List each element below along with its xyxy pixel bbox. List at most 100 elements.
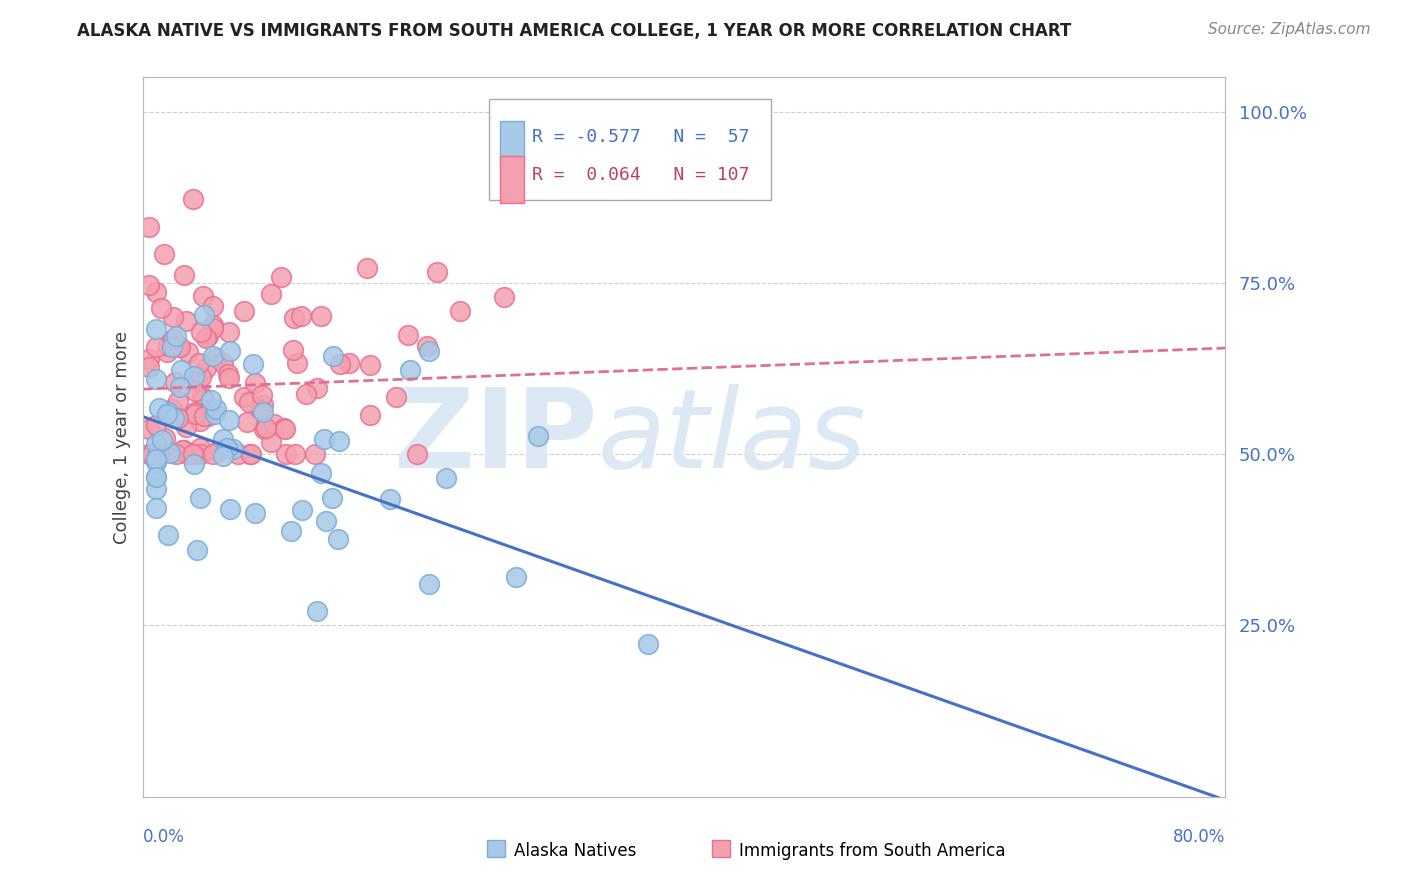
Point	[253, 421, 276, 435]
Point	[321, 491, 343, 505]
Point	[285, 356, 308, 370]
Point	[193, 308, 215, 322]
Point	[190, 370, 212, 384]
Point	[183, 457, 205, 471]
Point	[263, 417, 285, 432]
Point	[200, 393, 222, 408]
Point	[188, 442, 211, 456]
Point	[186, 373, 208, 387]
Point	[187, 356, 209, 370]
Point	[204, 351, 226, 365]
Point	[204, 407, 226, 421]
Y-axis label: College, 1 year or more: College, 1 year or more	[114, 331, 131, 543]
Point	[181, 447, 204, 461]
Point	[291, 503, 314, 517]
Point	[193, 392, 215, 406]
Point	[150, 301, 173, 315]
Point	[218, 325, 240, 339]
Point	[188, 491, 211, 506]
Point	[157, 405, 180, 419]
Point	[160, 401, 183, 416]
Point	[252, 404, 274, 418]
Point	[183, 404, 205, 418]
Text: 80.0%: 80.0%	[1173, 828, 1226, 846]
Point	[138, 447, 160, 461]
Bar	[501, 156, 523, 203]
Point	[169, 340, 191, 354]
Point	[197, 329, 219, 343]
Point	[176, 447, 198, 461]
Point	[294, 386, 316, 401]
Point	[166, 411, 188, 425]
Point	[273, 421, 295, 435]
Text: ALASKA NATIVE VS IMMIGRANTS FROM SOUTH AMERICA COLLEGE, 1 YEAR OR MORE CORRELATI: ALASKA NATIVE VS IMMIGRANTS FROM SOUTH A…	[77, 22, 1071, 40]
Point	[385, 390, 408, 404]
Point	[155, 432, 177, 446]
Point	[149, 447, 172, 461]
Point	[239, 447, 262, 461]
Point	[359, 409, 381, 423]
Point	[314, 432, 336, 446]
Point	[637, 637, 659, 651]
Point	[233, 390, 256, 404]
Point	[201, 318, 224, 332]
Point	[170, 362, 193, 376]
Point	[201, 320, 224, 334]
Point	[322, 349, 344, 363]
Point	[222, 442, 245, 456]
Point	[259, 435, 281, 450]
Point	[236, 415, 259, 429]
Point	[219, 502, 242, 516]
Point	[218, 413, 240, 427]
Point	[260, 287, 283, 301]
Point	[217, 368, 239, 382]
Point	[173, 443, 195, 458]
Point	[212, 433, 235, 447]
Point	[145, 482, 167, 496]
Point	[165, 328, 187, 343]
Point	[177, 344, 200, 359]
Point	[494, 290, 516, 304]
Point	[186, 542, 208, 557]
Point	[184, 384, 207, 399]
Point	[212, 450, 235, 464]
Text: 0.0%: 0.0%	[142, 828, 184, 846]
Point	[183, 369, 205, 384]
Text: ZIP: ZIP	[394, 384, 598, 491]
Bar	[501, 121, 523, 168]
Point	[242, 357, 264, 371]
Point	[153, 247, 176, 261]
Point	[150, 434, 173, 448]
Point	[243, 506, 266, 520]
Point	[138, 352, 160, 367]
Point	[162, 332, 184, 346]
Point	[173, 268, 195, 282]
Point	[418, 576, 440, 591]
Point	[505, 570, 527, 584]
Point	[163, 376, 186, 390]
Point	[157, 528, 180, 542]
Point	[280, 524, 302, 538]
Point	[212, 356, 235, 370]
Point	[181, 447, 204, 461]
Point	[415, 338, 437, 352]
Point	[197, 409, 219, 423]
Point	[245, 376, 267, 390]
Point	[249, 401, 271, 416]
FancyBboxPatch shape	[489, 99, 770, 200]
Text: R = -0.577   N =  57: R = -0.577 N = 57	[533, 128, 749, 146]
Point	[359, 358, 381, 372]
Point	[191, 289, 214, 303]
Point	[145, 470, 167, 484]
Text: R =  0.064   N = 107: R = 0.064 N = 107	[533, 166, 749, 184]
Point	[138, 447, 160, 461]
Point	[307, 381, 329, 395]
Point	[145, 501, 167, 516]
Point	[426, 265, 449, 279]
Point	[156, 338, 179, 352]
Point	[145, 285, 167, 300]
Point	[270, 270, 292, 285]
Point	[146, 447, 169, 461]
Point	[328, 434, 350, 449]
Point	[145, 437, 167, 451]
